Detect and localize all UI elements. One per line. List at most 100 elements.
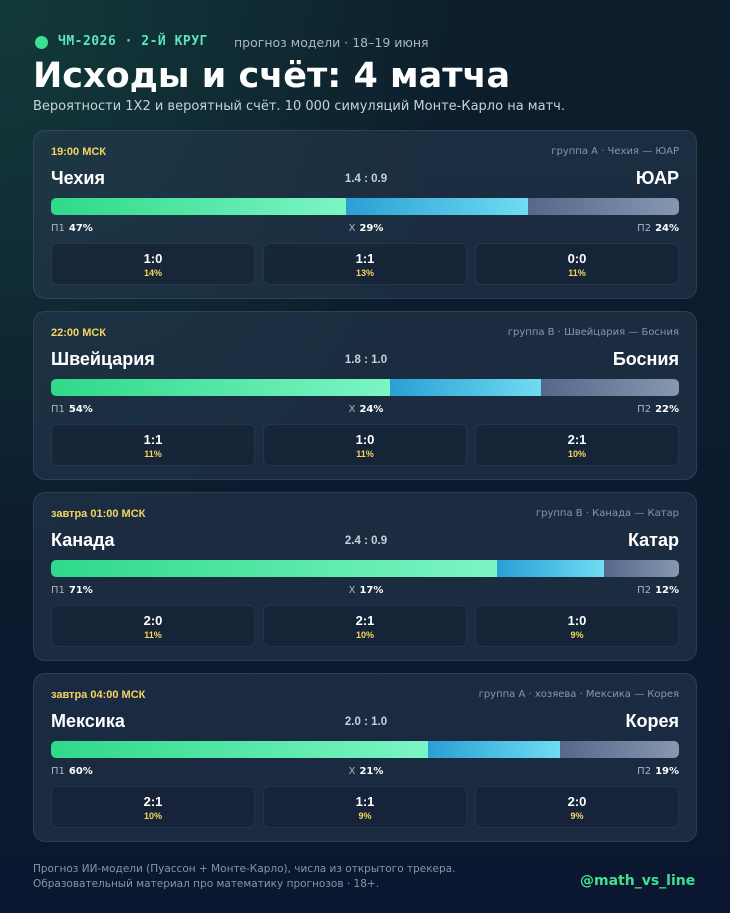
match-group: группа A · хозяева · Мексика — Корея xyxy=(478,689,679,700)
note: прогноз модели · 18–19 июня xyxy=(234,35,429,50)
score-box: 2:1 10% xyxy=(51,786,255,828)
bar-segment xyxy=(603,560,679,577)
score-box: 2:1 10% xyxy=(263,605,467,647)
outcome-label: П1 60% xyxy=(51,766,93,777)
outcome-value: 71% xyxy=(68,585,93,596)
status-dot xyxy=(35,36,48,49)
outcome-value: 17% xyxy=(359,585,384,596)
outcome-value: 54% xyxy=(68,404,93,415)
outcome-label: П2 22% xyxy=(637,404,679,415)
match-card: 22:00 МСК группа B · Швейцария — Босния Шв… xyxy=(33,311,697,480)
match-group: группа B · Канада — Катар xyxy=(535,508,679,519)
score-prob: 14% xyxy=(143,268,162,278)
score: 1:0 xyxy=(355,432,375,447)
match-time: 22:00 МСК xyxy=(51,327,107,339)
outcome-name: П1 xyxy=(51,223,65,234)
home-team: Канада xyxy=(51,530,115,550)
score: 2:1 xyxy=(355,613,375,628)
bar-segment xyxy=(51,198,347,215)
expected-score: 2.0 : 1.0 xyxy=(344,716,388,728)
away-team: Катар xyxy=(627,530,679,550)
score: 1:1 xyxy=(355,251,375,266)
bar-segment xyxy=(51,379,391,396)
bar-segment xyxy=(51,560,497,577)
score-box: 1:1 11% xyxy=(51,424,255,466)
bar-segment xyxy=(559,741,679,758)
score-prob: 9% xyxy=(570,630,584,640)
score-prob: 9% xyxy=(570,811,584,821)
score-box: 1:0 14% xyxy=(51,243,255,285)
outcome-value: 21% xyxy=(359,766,384,777)
score-box: 1:1 13% xyxy=(263,243,467,285)
score: 2:1 xyxy=(143,794,163,809)
score-prob: 10% xyxy=(355,630,374,640)
outcome-label: П1 54% xyxy=(51,404,93,415)
outcome-name: X xyxy=(348,585,356,596)
bar-segment xyxy=(346,198,529,215)
match-time: завтра 04:00 МСК xyxy=(51,689,146,701)
match-time: завтра 01:00 МСК xyxy=(51,508,146,520)
score-box: 1:1 9% xyxy=(263,786,467,828)
score-prob: 10% xyxy=(567,449,586,459)
outcome-label: X 17% xyxy=(34,585,698,596)
outcome-name: П2 xyxy=(637,766,652,777)
outcome-value: 22% xyxy=(655,404,679,415)
match-card: завтра 01:00 МСК группа B · Канада — Ката… xyxy=(33,492,697,661)
subtitle: Вероятности 1X2 и вероятный счёт. 10 000… xyxy=(33,99,565,114)
score: 2:0 xyxy=(567,794,587,809)
away-team: Босния xyxy=(612,349,679,369)
outcome-name: X xyxy=(348,766,356,777)
outcome-value: 47% xyxy=(68,223,93,234)
bar-segment xyxy=(51,741,428,758)
outcome-value: 24% xyxy=(655,223,679,234)
outcome-name: X xyxy=(348,404,356,415)
home-team: Чехия xyxy=(51,168,105,188)
score-prob: 11% xyxy=(356,449,374,459)
outcome-value: 12% xyxy=(655,585,679,596)
outcome-value: 60% xyxy=(68,766,93,777)
score-prob: 11% xyxy=(144,449,162,459)
outcome-label: П2 24% xyxy=(637,223,679,234)
score: 1:0 xyxy=(567,613,587,628)
probability-bar xyxy=(51,198,679,215)
outcome-name: П2 xyxy=(637,223,652,234)
score: 1:1 xyxy=(355,794,375,809)
match-time: 19:00 МСК xyxy=(51,146,107,158)
outcome-label: П2 12% xyxy=(637,585,679,596)
score: 1:1 xyxy=(143,432,163,447)
expected-score: 2.4 : 0.9 xyxy=(344,535,388,547)
outcome-label: X 21% xyxy=(34,766,698,777)
score: 1:0 xyxy=(143,251,163,266)
score-prob: 9% xyxy=(358,811,372,821)
score: 2:0 xyxy=(143,613,163,628)
score: 2:1 xyxy=(567,432,587,447)
score-box: 2:1 10% xyxy=(475,424,679,466)
outcome-value: 29% xyxy=(359,223,384,234)
score-prob: 11% xyxy=(568,268,586,278)
score-prob: 11% xyxy=(144,630,162,640)
outcome-label: X 29% xyxy=(34,223,698,234)
title: Исходы и счёт: 4 матча xyxy=(33,56,511,96)
score-box: 0:0 11% xyxy=(475,243,679,285)
score-box: 2:0 11% xyxy=(51,605,255,647)
home-team: Мексика xyxy=(51,711,125,731)
score: 0:0 xyxy=(567,251,587,266)
score-box: 1:0 9% xyxy=(475,605,679,647)
away-team: Корея xyxy=(625,711,680,731)
match-group: группа B · Швейцария — Босния xyxy=(507,327,679,338)
score-box: 2:0 9% xyxy=(475,786,679,828)
bar-segment xyxy=(540,379,679,396)
footer-note: Прогноз ИИ-модели (Пуассон + Монте-Карло… xyxy=(33,863,456,890)
match-card: завтра 04:00 МСК группа A · хозяева · Мек… xyxy=(33,673,697,842)
outcome-label: X 24% xyxy=(34,404,698,415)
expected-score: 1.4 : 0.9 xyxy=(344,173,388,185)
outcome-name: X xyxy=(348,223,356,234)
match-card: 19:00 МСК группа A · Чехия — ЮАР Чехия ЮАР 1… xyxy=(33,130,697,299)
match-group: группа A · Чехия — ЮАР xyxy=(551,146,679,157)
outcome-name: П1 xyxy=(51,585,65,596)
score-prob: 13% xyxy=(355,268,374,278)
probability-bar xyxy=(51,560,679,577)
expected-score: 1.8 : 1.0 xyxy=(344,354,388,366)
home-team: Швейцария xyxy=(51,349,155,369)
